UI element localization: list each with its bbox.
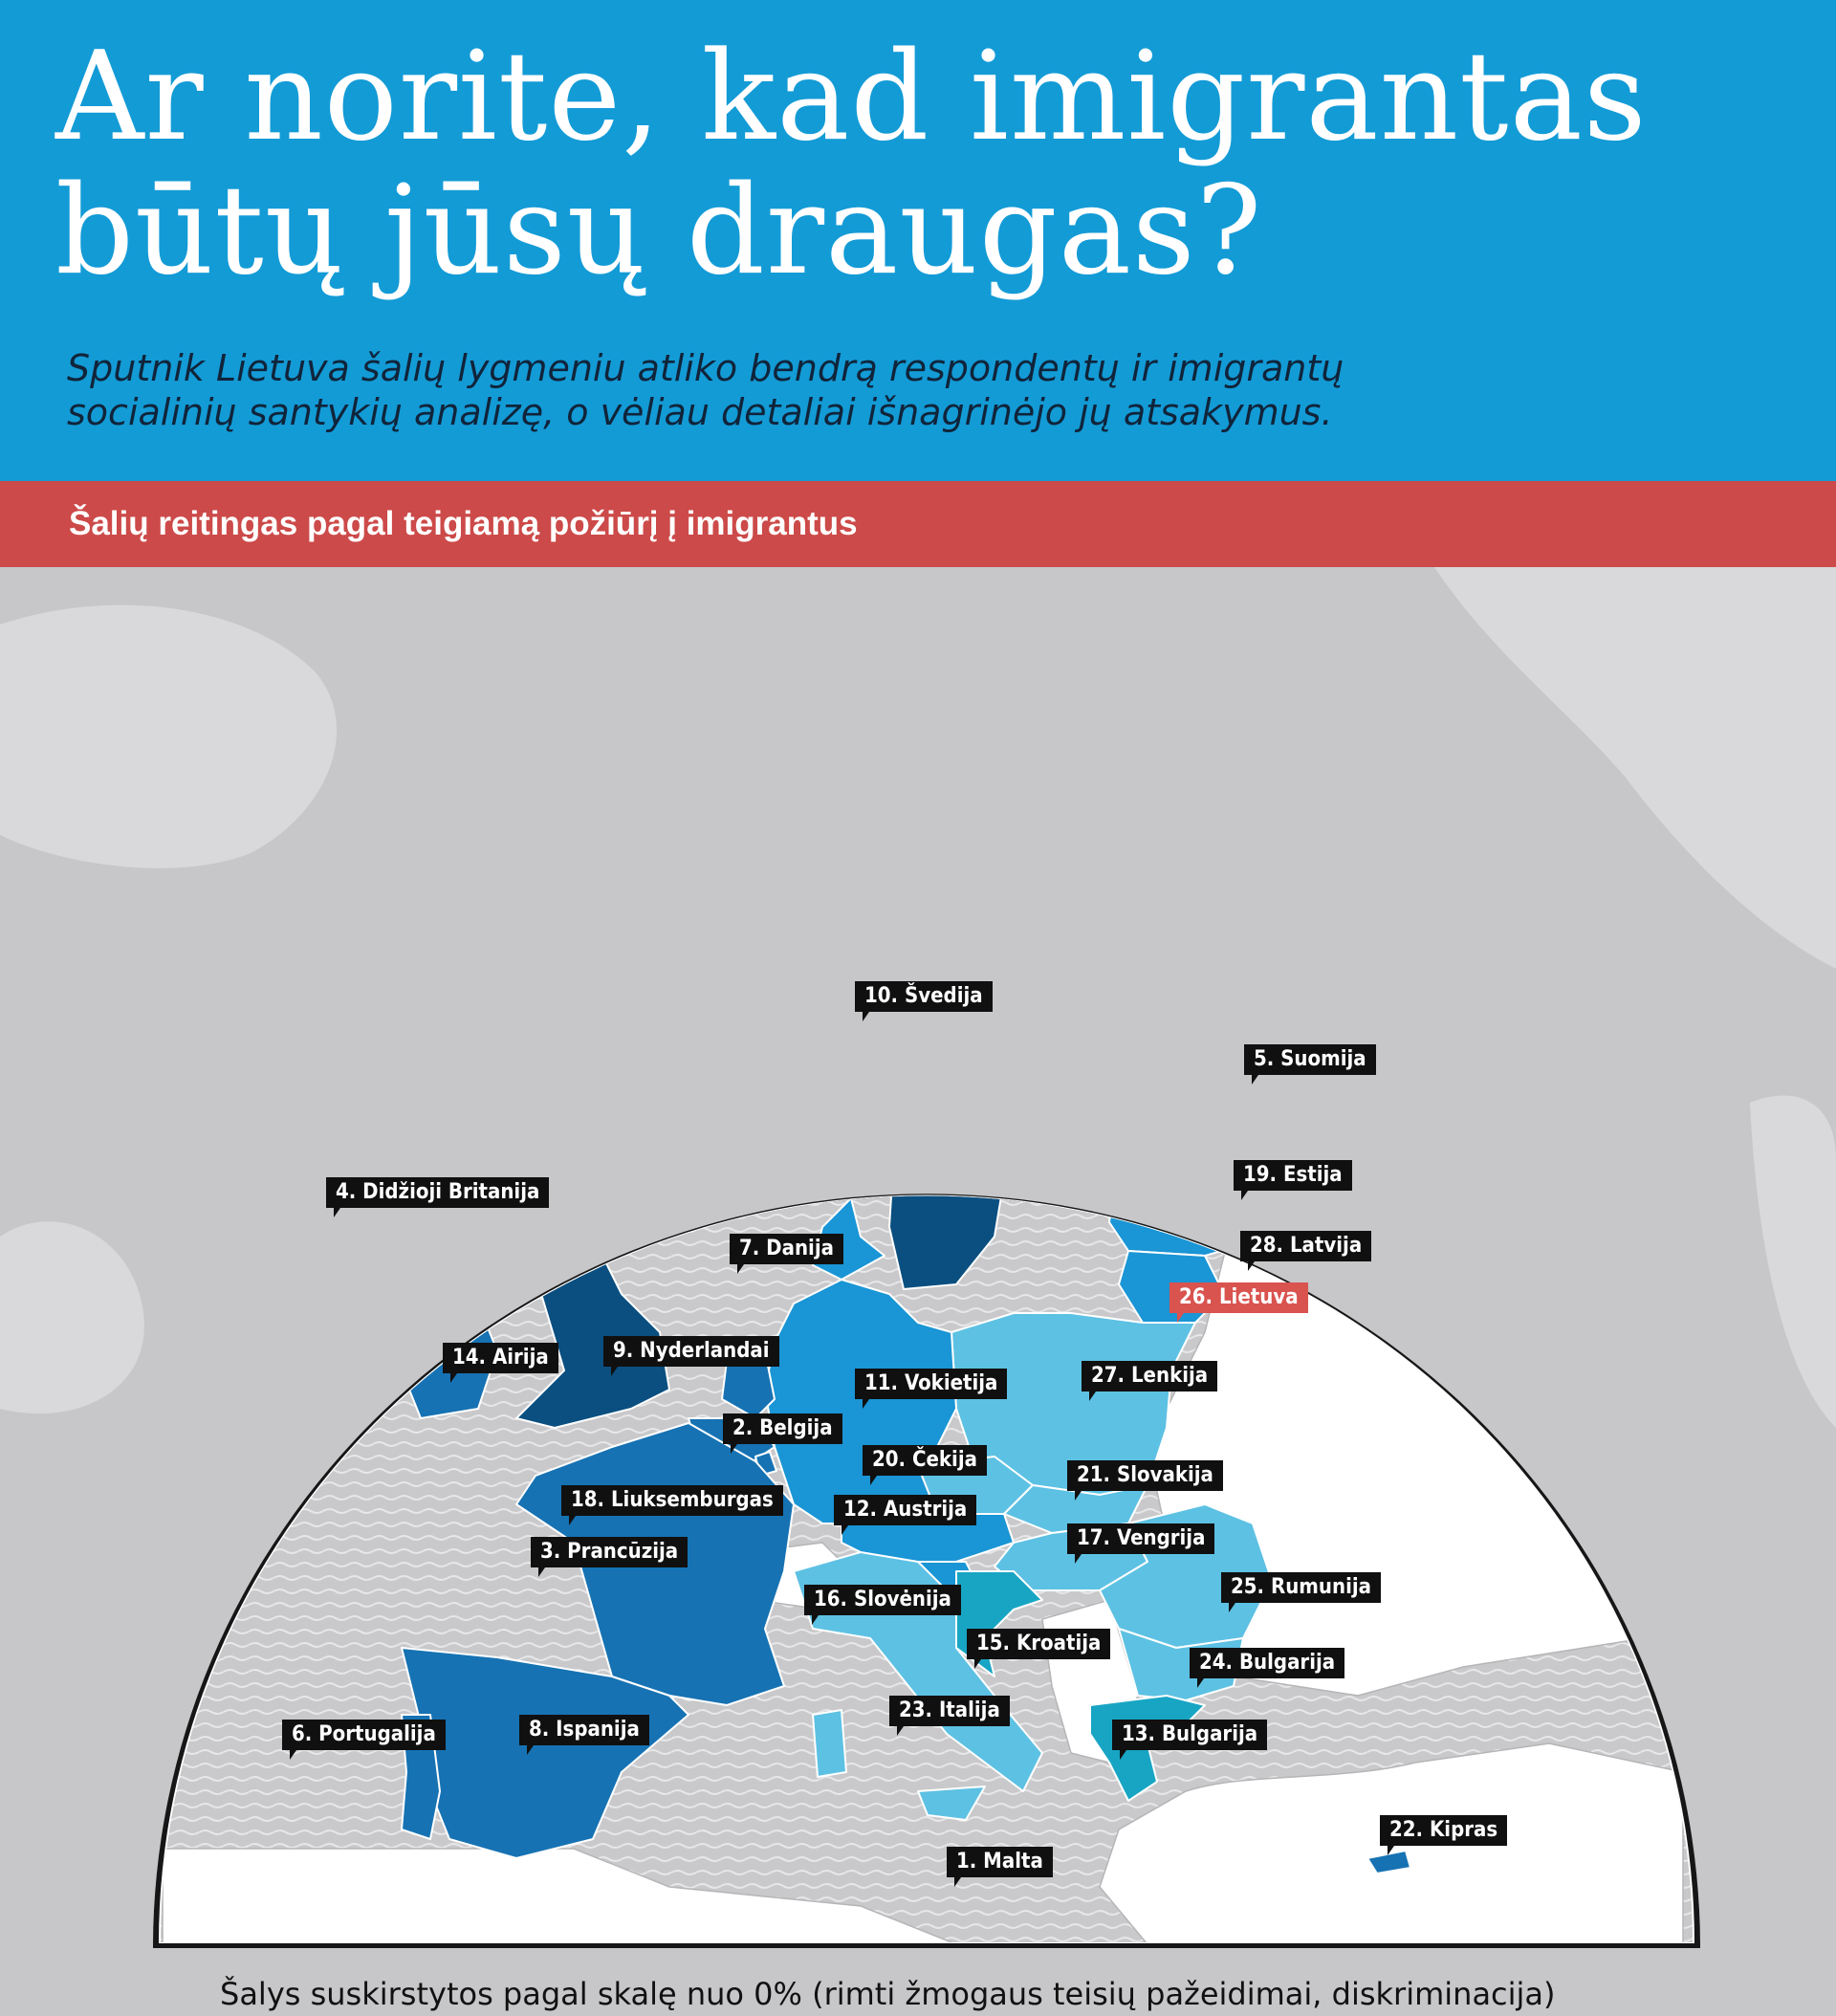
label-belgium: 2. Belgija (723, 1413, 842, 1454)
label-finland: 5. Suomija (1244, 1044, 1376, 1085)
label-italy: 23. Italija (889, 1696, 1010, 1736)
background-landmass (0, 567, 1836, 1428)
label-sweden: 10. Švedija (855, 981, 993, 1021)
label-austria: 12. Austrija (834, 1495, 977, 1535)
page-title: Ar norite, kad imigrantas būtų jūsų drau… (55, 26, 1648, 302)
label-croatia: 15. Kroatija (967, 1629, 1111, 1669)
country-sweden (888, 1195, 1168, 1290)
country-sardinia (812, 1709, 847, 1778)
footer-note: Šalys suskirstytos pagal skalę nuo 0% (r… (220, 1976, 1556, 2012)
label-france: 3. Prancūzija (531, 1537, 688, 1577)
label-slovenia: 16. Slovėnija (804, 1585, 961, 1625)
label-czechia: 20. Čekija (863, 1445, 987, 1485)
label-lithuania: 26. Lietuva (1169, 1282, 1308, 1323)
section-title: Šalių reitingas pagal teigiamą požiūrį į… (69, 505, 858, 542)
label-spain: 8. Ispanija (519, 1715, 649, 1755)
country-bulgaria (1118, 1628, 1244, 1701)
label-portugal: 6. Portugalija (282, 1720, 446, 1760)
label-poland: 27. Lenkija (1082, 1361, 1218, 1401)
europe-map (0, 567, 1836, 1948)
header-banner: Ar norite, kad imigrantas būtų jūsų drau… (0, 0, 1836, 481)
map-area: 10. Švedija 5. Suomija 4. Didžioji Brita… (0, 567, 1836, 2016)
label-ireland: 14. Airija (443, 1343, 558, 1383)
label-malta: 1. Malta (947, 1847, 1053, 1887)
label-romania: 25. Rumunija (1221, 1572, 1382, 1612)
label-cyprus: 22. Kipras (1380, 1815, 1508, 1855)
label-hungary: 17. Vengrija (1067, 1523, 1215, 1564)
label-netherlands: 9. Nyderlandai (603, 1336, 779, 1376)
label-uk: 4. Didžioji Britanija (326, 1177, 550, 1217)
label-estonia: 19. Estija (1234, 1160, 1352, 1200)
page-subtitle: Sputnik Lietuva šalių lygmeniu atliko be… (67, 347, 1344, 433)
country-sicily (917, 1786, 986, 1821)
label-germany: 11. Vokietija (855, 1369, 1008, 1409)
label-latvia: 28. Latvija (1240, 1231, 1372, 1271)
section-ribbon: Šalių reitingas pagal teigiamą požiūrį į… (0, 481, 1836, 567)
label-bulgaria: 24. Bulgarija (1190, 1648, 1345, 1688)
label-slovakia: 21. Slovakija (1067, 1460, 1223, 1501)
label-luxembourg: 18. Liuksemburgas (561, 1485, 783, 1525)
label-denmark: 7. Danija (730, 1234, 843, 1274)
label-greece: 13. Bulgarija (1112, 1720, 1268, 1760)
